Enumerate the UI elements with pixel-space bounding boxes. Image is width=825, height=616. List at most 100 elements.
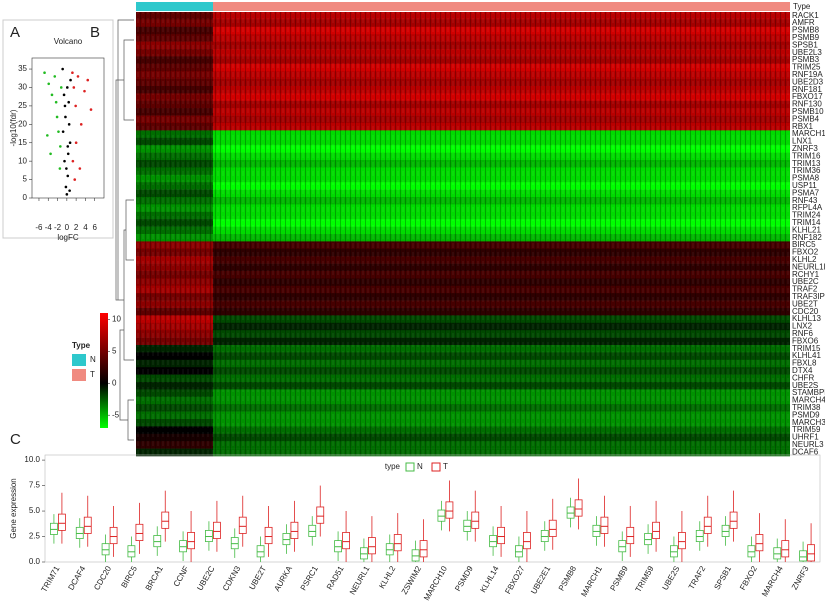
- legend-swatch: [72, 354, 86, 366]
- point: [53, 75, 57, 78]
- x-tick-label: 6: [92, 223, 97, 232]
- box: [109, 526, 118, 545]
- box: [161, 511, 170, 529]
- y-tick-label: 25: [18, 101, 27, 110]
- point: [69, 78, 72, 82]
- box: [342, 532, 350, 550]
- row-label: NEURL3: [792, 440, 824, 449]
- box: [652, 521, 660, 539]
- row-label: PSMA7: [792, 188, 820, 197]
- colorbar-label: 10: [112, 314, 121, 323]
- row-label: PSMB10: [792, 107, 824, 116]
- box: [799, 550, 807, 562]
- box: [230, 537, 239, 550]
- box: [256, 545, 265, 558]
- box: [445, 501, 454, 519]
- x-tick-label: SPSB1: [712, 564, 733, 591]
- row-label: SPSB1: [792, 40, 818, 49]
- row-label: AMFR: [792, 18, 815, 27]
- point: [74, 104, 77, 108]
- row-label: RNF19A: [792, 70, 823, 79]
- row-label: TRIM15: [792, 344, 821, 353]
- x-tick-label: CDKN3: [221, 564, 243, 592]
- x-tick-label: DCAF4: [66, 564, 87, 592]
- x-tick-label: TRAF2: [687, 564, 708, 591]
- row-label: FBXO2: [792, 248, 819, 257]
- box: [618, 540, 627, 553]
- box: [360, 547, 368, 560]
- point: [86, 78, 90, 82]
- panel-label: C: [10, 431, 21, 448]
- box: [729, 511, 738, 529]
- row-label: KLHL2: [792, 255, 817, 264]
- box: [540, 530, 549, 543]
- box: [50, 522, 58, 535]
- point: [63, 159, 66, 163]
- x-tick-label: FBXO27: [503, 564, 526, 596]
- point: [61, 130, 65, 133]
- y-axis-label: -log10(fdr): [9, 109, 18, 146]
- row-label: TRAF2: [792, 285, 818, 294]
- y-tick-label: 20: [18, 119, 27, 128]
- x-tick-label: 0: [65, 223, 70, 232]
- row-label: PSMA8: [792, 174, 820, 183]
- row-label: PSMB9: [792, 33, 820, 42]
- box: [695, 530, 704, 543]
- colorbar-label: 5: [112, 346, 117, 355]
- x-tick-label: ZNRF3: [790, 564, 811, 591]
- point: [66, 174, 70, 178]
- point: [47, 82, 51, 86]
- panel-label: B: [90, 24, 100, 41]
- x-tick-label: RAD51: [325, 564, 346, 591]
- box: [290, 521, 299, 539]
- row-label: PSMD9: [792, 410, 820, 419]
- x-tick-label: -6: [35, 223, 43, 232]
- box: [781, 540, 790, 558]
- y-tick-label: 35: [18, 64, 27, 73]
- x-tick-label: UBE2C: [195, 564, 216, 592]
- row-label: RNF43: [792, 196, 818, 205]
- x-tick-label: MARCH1: [579, 564, 604, 598]
- point: [64, 185, 68, 189]
- point: [83, 89, 86, 93]
- chart-title: Volcano: [54, 37, 83, 46]
- x-tick-label: 2: [74, 223, 79, 232]
- colorbar-label: -5: [112, 410, 120, 419]
- box: [592, 524, 601, 537]
- row-label: TRIM14: [792, 218, 821, 227]
- box: [83, 516, 92, 534]
- colorbar-label: 0: [112, 378, 117, 387]
- point: [55, 115, 59, 119]
- box: [316, 506, 325, 524]
- row-label: UBE2C: [792, 277, 819, 286]
- point: [54, 100, 58, 104]
- x-tick-label: ZSWIM2: [400, 564, 424, 596]
- box: [626, 526, 635, 545]
- legend-title: type: [385, 462, 401, 471]
- x-tick-label: PSMB8: [557, 564, 579, 592]
- x-tick-label: BRCA1: [144, 564, 165, 592]
- legend-title: Type: [72, 341, 91, 350]
- box: [368, 537, 376, 555]
- y-tick-label: 5.0: [29, 506, 41, 515]
- box: [574, 499, 583, 517]
- row-label: MARCH4: [792, 396, 825, 405]
- box: [747, 545, 756, 558]
- plot-frame: [44, 454, 821, 563]
- row-label: FBXO6: [792, 336, 819, 345]
- row-label: RBX1: [792, 122, 813, 131]
- point: [68, 189, 71, 192]
- row-label: PSMB8: [792, 26, 820, 35]
- point: [59, 145, 62, 148]
- row-label: KLHL13: [792, 314, 821, 323]
- group-bar: [136, 2, 213, 11]
- point: [43, 71, 46, 75]
- box: [523, 532, 531, 550]
- point: [66, 145, 70, 148]
- box: [135, 523, 144, 541]
- x-tick-label: UBE2E1: [529, 564, 552, 596]
- box: [807, 544, 815, 562]
- point: [73, 178, 77, 181]
- row-label: RNF6: [792, 329, 813, 338]
